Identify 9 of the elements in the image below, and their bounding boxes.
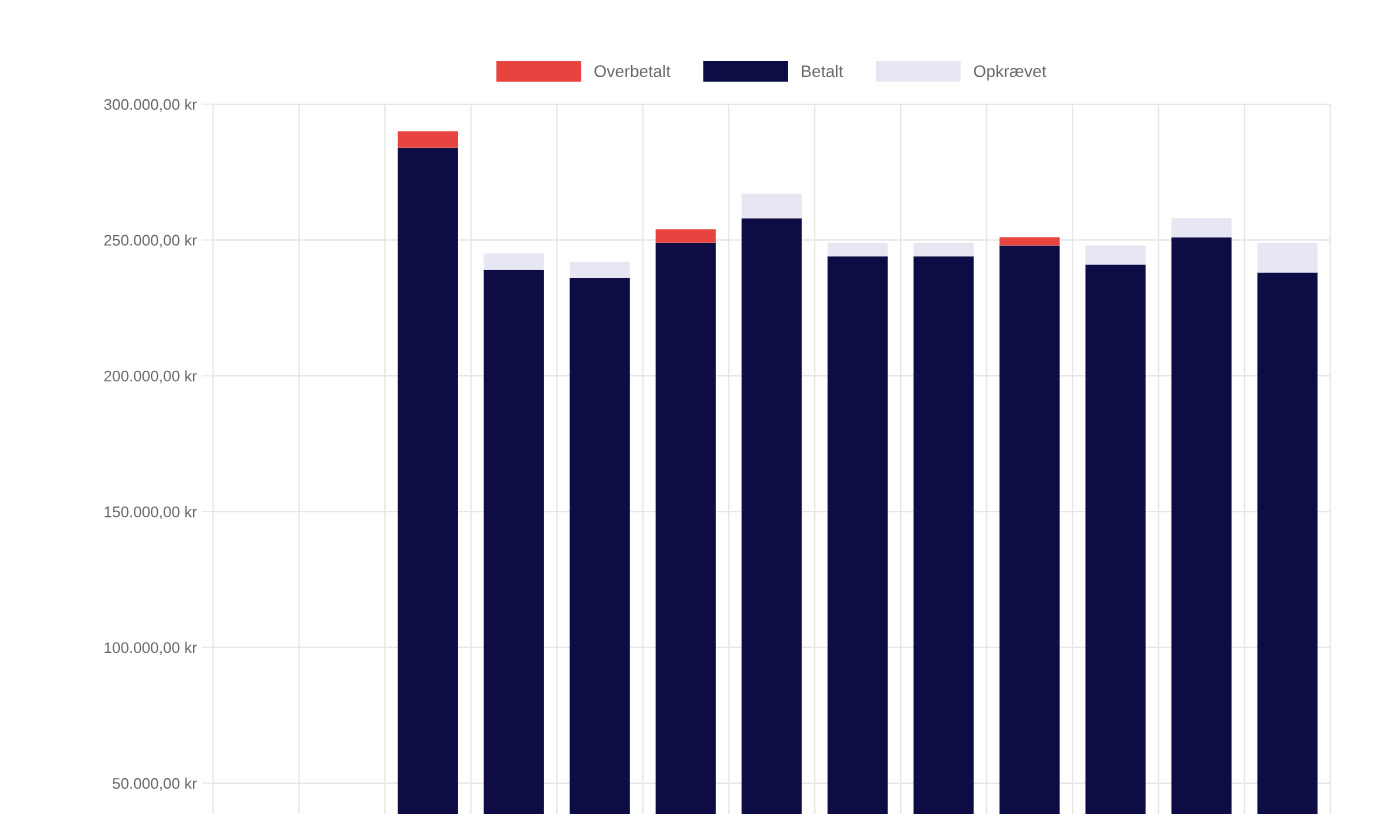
y-tick-label: 50.000,00 kr	[112, 777, 197, 791]
y-tick-label: 100.000,00 kr	[104, 641, 197, 655]
y-tick-label: 200.000,00 kr	[104, 370, 197, 384]
y-tick-label: 150.000,00 kr	[104, 506, 197, 520]
y-tick-label: 300.000,00 kr	[104, 98, 197, 112]
legend-label: Betalt	[801, 64, 844, 78]
y-tick-label: 250.000,00 kr	[104, 234, 197, 248]
legend-label: Overbetalt	[594, 64, 671, 78]
legend-label: Opkrævet	[974, 64, 1047, 81]
